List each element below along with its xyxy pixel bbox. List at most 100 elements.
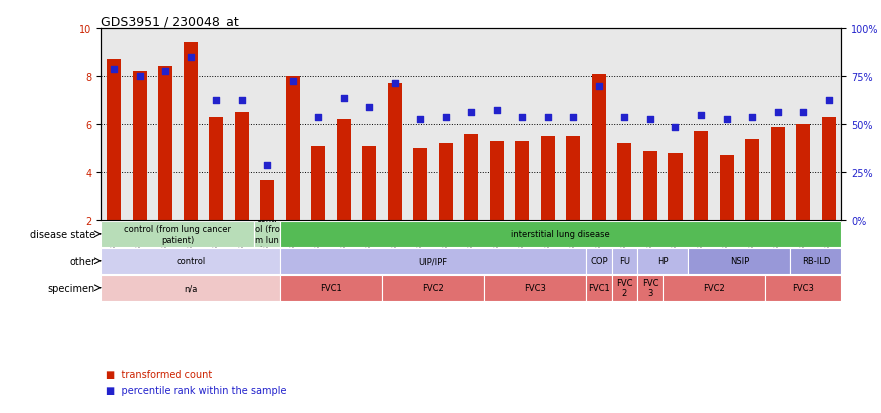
Point [643, 117, 657, 123]
Text: RB-ILD: RB-ILD [802, 257, 830, 266]
Bar [234, 113, 248, 221]
Point [720, 117, 734, 123]
Bar [280, 248, 586, 274]
Bar [592, 74, 606, 221]
Text: n/a: n/a [184, 284, 197, 292]
Bar [637, 248, 688, 274]
Point [541, 114, 555, 121]
Bar [515, 142, 529, 221]
Bar [158, 67, 172, 221]
Bar [280, 275, 382, 301]
Text: FVC2: FVC2 [422, 284, 444, 292]
Point [183, 55, 197, 61]
Bar [209, 118, 223, 221]
Bar [566, 137, 581, 221]
Point [439, 114, 453, 121]
Bar [285, 77, 300, 221]
Bar [464, 135, 478, 221]
Bar [101, 221, 255, 247]
Text: specimen: specimen [48, 283, 95, 293]
Bar [790, 248, 841, 274]
Point [566, 114, 581, 121]
Bar [183, 43, 197, 221]
Bar [255, 221, 280, 247]
Point [592, 83, 606, 90]
Point [771, 109, 785, 116]
Text: disease state: disease state [30, 229, 95, 239]
Bar [771, 127, 785, 221]
Text: FVC3: FVC3 [524, 284, 546, 292]
Bar [745, 139, 759, 221]
Bar [822, 118, 835, 221]
Text: ■  percentile rank within the sample: ■ percentile rank within the sample [106, 385, 286, 395]
Bar [260, 180, 274, 221]
Text: control: control [176, 257, 205, 266]
Bar [388, 84, 402, 221]
Point [107, 66, 121, 73]
Bar [101, 248, 280, 274]
Point [669, 124, 683, 131]
Point [209, 97, 223, 104]
Point [337, 95, 351, 102]
Point [311, 114, 325, 121]
Text: FVC
3: FVC 3 [641, 278, 658, 298]
Bar [362, 147, 376, 221]
Text: NSIP: NSIP [729, 257, 749, 266]
Text: ■  transformed count: ■ transformed count [106, 369, 212, 379]
Point [413, 117, 427, 123]
Point [745, 114, 759, 121]
Text: FVC1: FVC1 [588, 284, 610, 292]
Bar [382, 275, 484, 301]
Text: other: other [69, 256, 95, 266]
Point [490, 107, 504, 114]
Bar [720, 156, 734, 221]
Point [796, 109, 811, 116]
Bar [490, 142, 504, 221]
Bar [311, 147, 325, 221]
Bar [796, 125, 811, 221]
Bar [694, 132, 708, 221]
Bar [107, 60, 121, 221]
Bar [337, 120, 351, 221]
Point [234, 97, 248, 104]
Bar [280, 221, 841, 247]
Bar [611, 275, 637, 301]
Bar [439, 144, 453, 221]
Point [132, 74, 146, 80]
Bar [586, 248, 611, 274]
Text: FVC2: FVC2 [703, 284, 725, 292]
Text: interstitial lung disease: interstitial lung disease [511, 230, 610, 239]
Point [388, 81, 402, 88]
Text: UIP/IPF: UIP/IPF [418, 257, 448, 266]
Point [158, 69, 172, 76]
Bar [765, 275, 841, 301]
Point [260, 162, 274, 169]
Text: COP: COP [590, 257, 608, 266]
Point [285, 78, 300, 85]
Text: control (from lung cancer
patient): control (from lung cancer patient) [124, 225, 232, 244]
Bar [637, 275, 663, 301]
Text: FU: FU [619, 257, 630, 266]
Bar [101, 275, 280, 301]
Bar [132, 72, 146, 221]
Text: FVC1: FVC1 [320, 284, 342, 292]
Bar [413, 149, 427, 221]
Point [515, 114, 529, 121]
Bar [669, 154, 683, 221]
Bar [586, 275, 611, 301]
Point [694, 112, 708, 119]
Bar [611, 248, 637, 274]
Point [618, 114, 632, 121]
Point [822, 97, 836, 104]
Bar [541, 137, 555, 221]
Bar [663, 275, 765, 301]
Point [362, 105, 376, 112]
Bar [484, 275, 586, 301]
Point [464, 109, 478, 116]
Text: HP: HP [657, 257, 669, 266]
Bar [618, 144, 632, 221]
Text: GDS3951 / 230048_at: GDS3951 / 230048_at [101, 15, 239, 28]
Text: FVC3: FVC3 [792, 284, 814, 292]
Text: FVC
2: FVC 2 [616, 278, 633, 298]
Bar [643, 151, 657, 221]
